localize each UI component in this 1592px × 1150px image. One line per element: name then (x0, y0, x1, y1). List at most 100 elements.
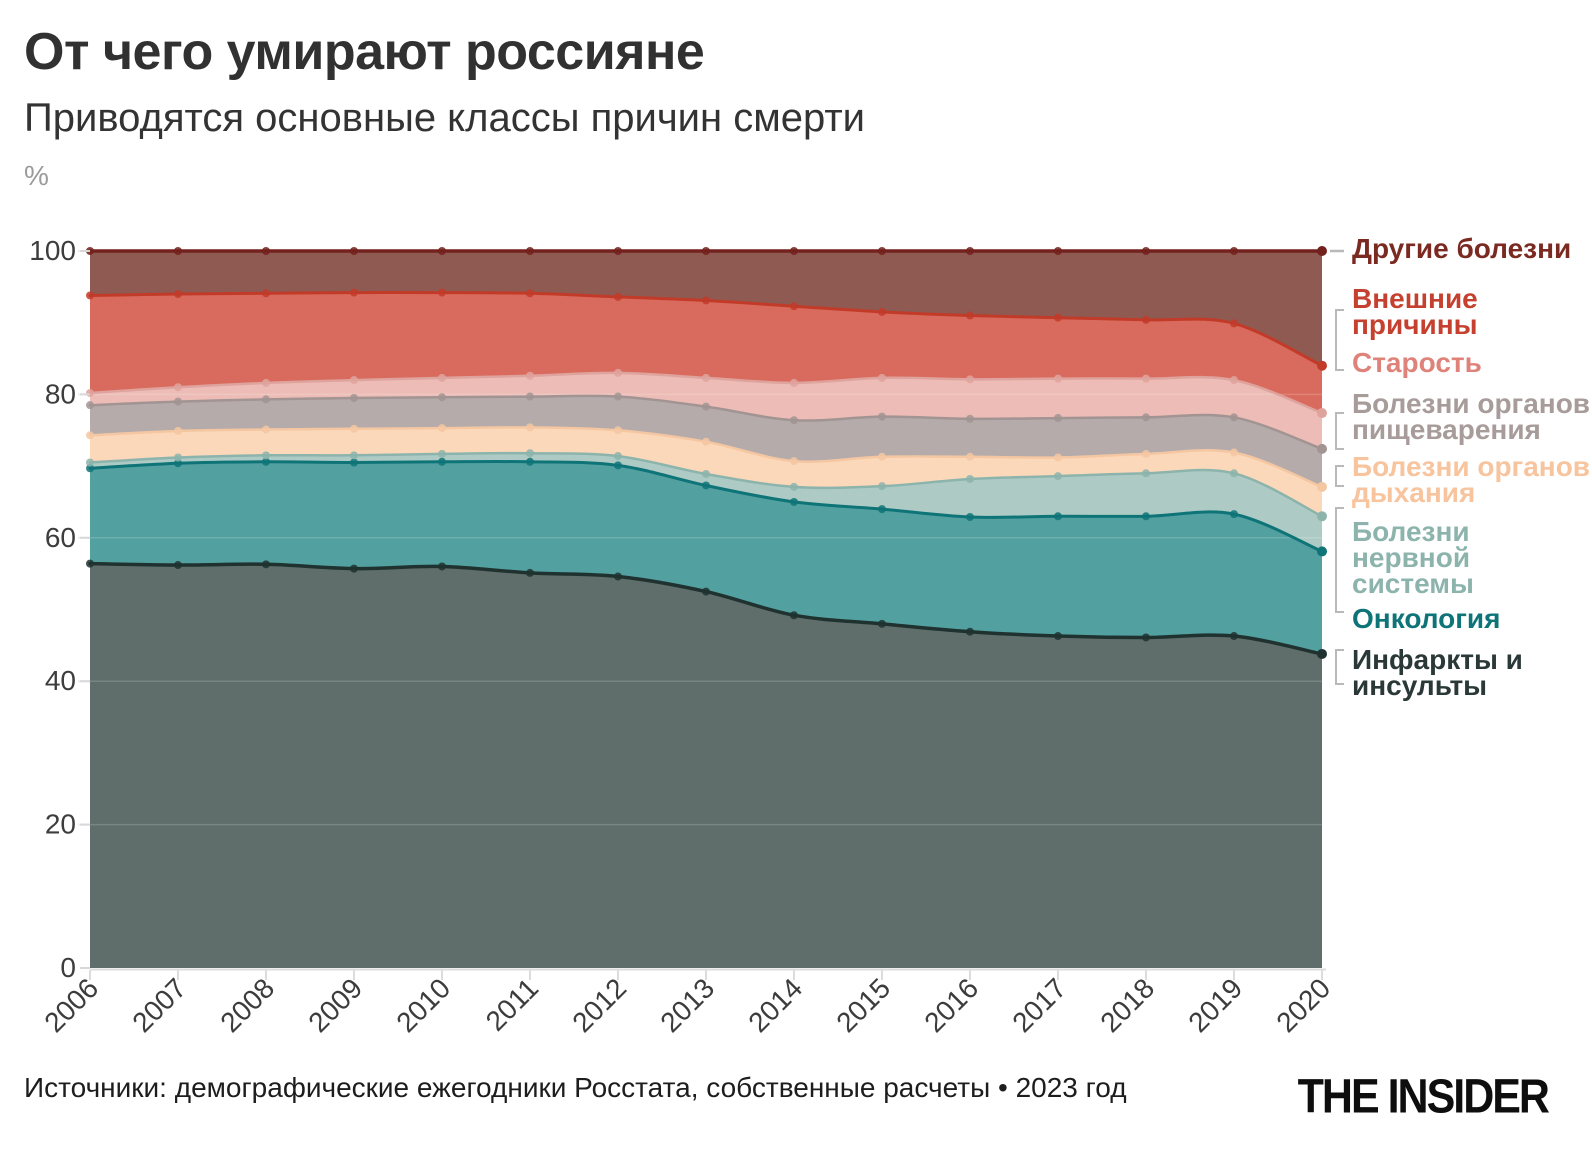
dot-nervous-2012 (614, 452, 622, 461)
dot-oldage-2015 (878, 373, 886, 382)
dot-oldage-2011 (526, 371, 534, 380)
y-axis-unit-label: % (24, 160, 49, 191)
dot-respiratory-2019 (1230, 448, 1238, 457)
dot-oldage-2019 (1230, 376, 1238, 385)
dot-nervous-2006 (86, 458, 94, 467)
legend-bracket-infarct (1335, 649, 1344, 685)
dot-external-2020 (1317, 360, 1327, 371)
dot-nervous-2016 (966, 475, 974, 484)
dot-digestive-2009 (350, 393, 358, 402)
dot-nervous-2015 (878, 482, 886, 491)
dot-oldage-2013 (702, 373, 710, 382)
dot-infarct-2019 (1230, 632, 1238, 641)
dot-digestive-2018 (1142, 413, 1150, 422)
dot-other-2007 (174, 247, 182, 255)
dot-oncology-2008 (262, 457, 270, 466)
dot-oncology-2013 (702, 481, 710, 490)
dot-oldage-2012 (614, 368, 622, 377)
dot-infarct-2016 (966, 627, 974, 636)
dot-digestive-2020 (1317, 443, 1327, 454)
dot-external-2018 (1142, 315, 1150, 324)
area-oldage (90, 372, 1322, 449)
dot-digestive-2019 (1230, 413, 1238, 422)
x-tick-label-2014: 2014 (742, 972, 808, 1038)
dot-respiratory-2007 (174, 426, 182, 435)
x-tick-label-2015: 2015 (830, 972, 896, 1038)
dot-oldage-2006 (86, 388, 94, 397)
dot-oldage-2010 (438, 373, 446, 382)
dot-respiratory-2020 (1317, 481, 1327, 492)
dot-digestive-2006 (86, 401, 94, 410)
dot-nervous-2014 (790, 482, 798, 491)
dot-external-2007 (174, 290, 182, 299)
dot-digestive-2014 (790, 416, 798, 425)
dot-other-2014 (790, 247, 798, 255)
dot-respiratory-2011 (526, 423, 534, 432)
dot-nervous-2013 (702, 469, 710, 478)
dot-other-2018 (1142, 247, 1150, 255)
dot-oncology-2015 (878, 505, 886, 514)
dot-digestive-2016 (966, 414, 974, 423)
x-tick-label-2009: 2009 (302, 972, 368, 1038)
dot-oncology-2014 (790, 497, 798, 506)
x-tick-label-2012: 2012 (566, 972, 632, 1038)
dot-respiratory-2014 (790, 457, 798, 466)
dot-digestive-2017 (1054, 414, 1062, 423)
legend-bracket-respiratory (1335, 465, 1344, 487)
dot-respiratory-2009 (350, 424, 358, 433)
dot-other-2013 (702, 247, 710, 255)
x-tick-label-2011: 2011 (480, 972, 545, 1037)
dot-nervous-2010 (438, 449, 446, 458)
dot-respiratory-2008 (262, 425, 270, 434)
dot-other-2012 (614, 247, 622, 255)
x-tick-label-2017: 2017 (1006, 972, 1072, 1038)
legend-item-respiratory: Болезни органов дыхания (1352, 451, 1591, 509)
dot-nervous-2020 (1317, 511, 1327, 522)
dot-oldage-2014 (790, 378, 798, 387)
dot-infarct-2017 (1054, 632, 1062, 641)
dot-oncology-2016 (966, 513, 974, 522)
legend-item-nervous: Болезни нервной системы (1352, 516, 1474, 600)
dot-digestive-2008 (262, 395, 270, 404)
dot-nervous-2018 (1142, 469, 1150, 478)
dot-oldage-2016 (966, 375, 974, 384)
dot-infarct-2018 (1142, 633, 1150, 642)
legend-bracket-external-oldage (1335, 309, 1344, 371)
x-tick-label-2006: 2006 (38, 972, 104, 1038)
dot-oncology-2010 (438, 457, 446, 466)
dot-respiratory-2012 (614, 426, 622, 435)
dot-other-2015 (878, 247, 886, 255)
dot-infarct-2006 (86, 559, 94, 568)
dot-digestive-2011 (526, 392, 534, 401)
dot-infarct-2011 (526, 568, 534, 577)
dot-external-2012 (614, 292, 622, 301)
legend-item-oldage: Старость (1352, 347, 1482, 378)
dot-infarct-2013 (702, 587, 710, 596)
x-tick-label-2018: 2018 (1094, 972, 1160, 1038)
x-tick-label-2013: 2013 (654, 972, 720, 1038)
dot-oncology-2018 (1142, 512, 1150, 521)
dot-external-2015 (878, 307, 886, 316)
legend-item-external: Внешние причины (1352, 283, 1478, 341)
legend-bracket-nervous (1335, 507, 1344, 613)
y-tick-label-60: 60 (45, 522, 76, 553)
dot-external-2006 (86, 291, 94, 300)
dot-infarct-2012 (614, 572, 622, 581)
x-tick-label-2019: 2019 (1182, 972, 1248, 1038)
dot-infarct-2007 (174, 561, 182, 570)
dot-external-2009 (350, 288, 358, 297)
dot-oncology-2009 (350, 458, 358, 467)
area-oncology (90, 461, 1322, 654)
dot-oldage-2018 (1142, 374, 1150, 383)
x-tick-label-2020: 2020 (1270, 972, 1336, 1038)
dot-external-2016 (966, 311, 974, 320)
dot-other-2009 (350, 247, 358, 255)
dot-oncology-2012 (614, 461, 622, 470)
x-tick-label-2007: 2007 (126, 972, 192, 1038)
dot-infarct-2010 (438, 562, 446, 571)
dot-external-2011 (526, 289, 534, 298)
dot-infarct-2014 (790, 611, 798, 620)
